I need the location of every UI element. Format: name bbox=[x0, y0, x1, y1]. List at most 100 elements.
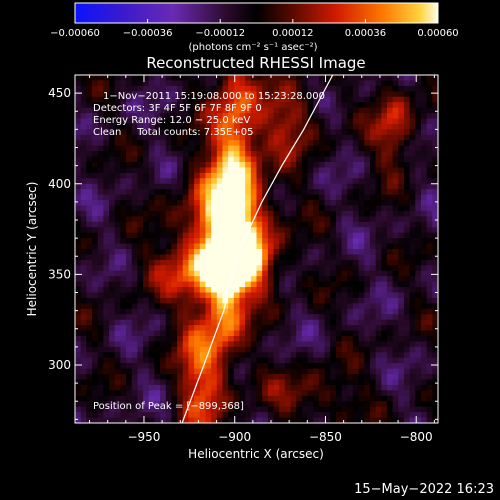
heatmap-cell bbox=[398, 140, 405, 147]
heatmap-cell bbox=[364, 243, 371, 250]
heatmap-cell bbox=[199, 156, 207, 163]
heatmap-cell bbox=[211, 75, 218, 82]
heatmap-cell bbox=[392, 314, 399, 321]
heatmap-cell bbox=[392, 276, 399, 283]
heatmap-cell bbox=[239, 167, 246, 174]
heatmap-cell bbox=[239, 118, 246, 125]
heatmap-cell bbox=[211, 140, 218, 147]
heatmap-cell bbox=[318, 145, 326, 152]
heatmap-cell bbox=[262, 325, 269, 332]
heatmap-cell bbox=[228, 341, 235, 348]
heatmap-cell bbox=[386, 200, 394, 207]
heatmap bbox=[75, 75, 438, 423]
heatmap-cell bbox=[403, 85, 411, 92]
heatmap-cell bbox=[216, 243, 224, 250]
heatmap-cell bbox=[205, 96, 212, 103]
heatmap-cell bbox=[233, 384, 241, 391]
heatmap-cell bbox=[318, 216, 326, 223]
heatmap-cell bbox=[171, 205, 178, 212]
heatmap-cell bbox=[233, 281, 241, 288]
heatmap-cell bbox=[296, 80, 303, 87]
heatmap-cell bbox=[386, 368, 394, 375]
heatmap-cell bbox=[165, 314, 173, 321]
heatmap-cell bbox=[409, 205, 416, 212]
heatmap-cell bbox=[80, 172, 87, 179]
heatmap-cell bbox=[318, 162, 326, 169]
heatmap-cell bbox=[177, 330, 184, 337]
heatmap-cell bbox=[386, 330, 394, 337]
heatmap-cell bbox=[318, 140, 326, 147]
heatmap-cell bbox=[364, 249, 371, 256]
heatmap-cell bbox=[347, 216, 354, 223]
heatmap-cell bbox=[403, 259, 411, 266]
heatmap-cell bbox=[313, 145, 320, 152]
heatmap-cell bbox=[324, 227, 331, 234]
heatmap-cell bbox=[154, 243, 161, 250]
heatmap-cell bbox=[216, 167, 224, 174]
heatmap-cell bbox=[177, 374, 184, 381]
heatmap-cell bbox=[358, 102, 365, 109]
heatmap-cell bbox=[324, 189, 331, 196]
heatmap-cell bbox=[239, 384, 246, 391]
heatmap-cell bbox=[324, 134, 331, 141]
heatmap-cell bbox=[358, 406, 365, 413]
heatmap-cell bbox=[228, 287, 235, 294]
heatmap-cell bbox=[103, 140, 110, 147]
heatmap-cell bbox=[267, 352, 275, 359]
heatmap-cell bbox=[347, 297, 354, 304]
heatmap-cell bbox=[114, 249, 121, 256]
heatmap-cell bbox=[335, 123, 343, 130]
heatmap-cell bbox=[114, 308, 121, 315]
render-timestamp: 15−May−2022 16:23 bbox=[354, 482, 494, 497]
heatmap-cell bbox=[347, 113, 354, 120]
heatmap-cell bbox=[228, 395, 235, 402]
heatmap-cell bbox=[171, 287, 178, 294]
heatmap-cell bbox=[120, 238, 127, 245]
heatmap-cell bbox=[415, 96, 422, 103]
heatmap-cell bbox=[273, 238, 280, 245]
heatmap-cell bbox=[120, 145, 127, 152]
heatmap-cell bbox=[352, 281, 360, 288]
heatmap-cell bbox=[301, 232, 309, 239]
heatmap-cell bbox=[347, 194, 354, 201]
heatmap-cell bbox=[392, 162, 399, 169]
heatmap-cell bbox=[341, 172, 348, 179]
heatmap-cell bbox=[426, 325, 433, 332]
heatmap-cell bbox=[245, 406, 252, 413]
heatmap-cell bbox=[75, 140, 82, 147]
heatmap-cell bbox=[267, 129, 275, 136]
heatmap-cell bbox=[222, 325, 229, 332]
heatmap-cell bbox=[86, 352, 93, 359]
heatmap-cell bbox=[131, 346, 138, 353]
heatmap-cell bbox=[392, 96, 399, 103]
heatmap-cell bbox=[194, 265, 201, 272]
heatmap-cell bbox=[426, 330, 433, 337]
heatmap-cell bbox=[228, 194, 235, 201]
heatmap-cell bbox=[375, 281, 382, 288]
heatmap-cell bbox=[188, 319, 195, 326]
heatmap-cell bbox=[420, 216, 428, 223]
heatmap-cell bbox=[154, 325, 161, 332]
heatmap-cell bbox=[131, 80, 138, 87]
heatmap-cell bbox=[245, 412, 252, 419]
heatmap-cell bbox=[398, 134, 405, 141]
heatmap-cell bbox=[375, 200, 382, 207]
heatmap-cell bbox=[109, 156, 116, 163]
heatmap-cell bbox=[194, 308, 201, 315]
heatmap-cell bbox=[290, 325, 297, 332]
heatmap-cell bbox=[296, 417, 303, 423]
heatmap-cell bbox=[86, 308, 93, 315]
heatmap-cell bbox=[239, 102, 246, 109]
colorbar-tick-label: 0.00060 bbox=[417, 28, 458, 39]
heatmap-cell bbox=[182, 352, 190, 359]
heatmap-cell bbox=[262, 227, 269, 234]
heatmap-cell bbox=[211, 363, 218, 370]
heatmap-cell bbox=[216, 216, 224, 223]
heatmap-cell bbox=[301, 96, 309, 103]
heatmap-cell bbox=[409, 270, 416, 277]
heatmap-cell bbox=[171, 145, 178, 152]
heatmap-cell bbox=[120, 417, 127, 423]
heatmap-cell bbox=[143, 254, 150, 261]
heatmap-cell bbox=[267, 156, 275, 163]
heatmap-cell bbox=[403, 102, 411, 109]
